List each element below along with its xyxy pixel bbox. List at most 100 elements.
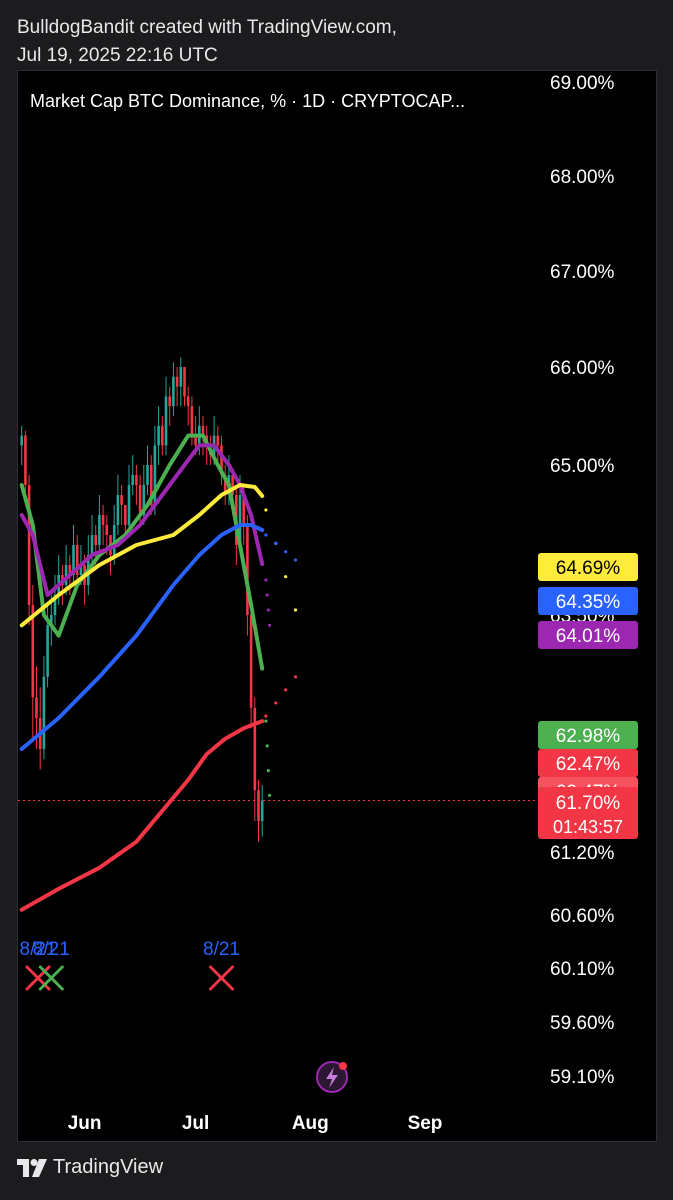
price-label-2: 64.01% bbox=[538, 621, 638, 649]
y-tick-label-4: 65.00% bbox=[550, 456, 615, 477]
price-label-text: 62.98% bbox=[556, 726, 621, 747]
projection-dot-4 bbox=[268, 793, 272, 797]
price-label-1: 64.35% bbox=[538, 587, 638, 615]
candles-group bbox=[20, 357, 264, 842]
candle-body bbox=[138, 485, 142, 515]
price-label-box bbox=[538, 553, 638, 581]
projection-dot-3 bbox=[284, 688, 288, 692]
price-label-text: 64.01% bbox=[556, 626, 621, 647]
candle-body bbox=[42, 676, 46, 749]
candle-body bbox=[175, 376, 179, 387]
candle-body bbox=[260, 800, 264, 822]
signal-label-1: 8/21 bbox=[33, 939, 70, 960]
x-tick-label-2: Aug bbox=[292, 1113, 329, 1134]
projection-dot-0 bbox=[284, 575, 288, 579]
y-tick-label-7: 60.60% bbox=[550, 906, 615, 927]
price-label-text: 62.47% bbox=[556, 754, 621, 775]
candle-body bbox=[146, 465, 149, 485]
y-tick-label-3: 66.00% bbox=[550, 358, 615, 379]
candle-body bbox=[168, 396, 171, 407]
candle-body bbox=[216, 435, 220, 446]
notification-dot bbox=[339, 1062, 347, 1070]
candle-body bbox=[20, 435, 23, 446]
y-tick-label-9: 59.60% bbox=[550, 1013, 615, 1034]
x-tick-label-3: Sep bbox=[408, 1113, 443, 1134]
candle-body bbox=[90, 535, 94, 555]
ma-line-1 bbox=[19, 443, 265, 597]
current-price-text: 61.70% bbox=[556, 793, 621, 814]
price-label-box bbox=[538, 587, 638, 615]
signal-label-0: 8/21 bbox=[20, 939, 57, 960]
candle-body bbox=[79, 565, 83, 575]
projection-dot-4 bbox=[266, 768, 270, 773]
candle-body bbox=[242, 495, 245, 525]
candle-body bbox=[164, 396, 168, 446]
ma-line-4 bbox=[19, 719, 265, 912]
candle-body bbox=[179, 367, 183, 387]
candle-body bbox=[153, 445, 157, 505]
candle-body bbox=[183, 367, 186, 397]
chart-frame[interactable]: 69.00% 68.00% 67.00% 66.00% 65.00% 63.50% 61.2… bbox=[17, 70, 657, 1142]
projection-dot-1 bbox=[274, 541, 278, 545]
signal-x-marker-1 bbox=[38, 965, 64, 991]
candle-body bbox=[149, 465, 153, 505]
signal-x-marker-2 bbox=[209, 965, 234, 991]
candle-body bbox=[116, 495, 120, 525]
price-label-0: 64.69% bbox=[538, 553, 638, 581]
projection-dot-2 bbox=[266, 608, 270, 612]
price-label-box bbox=[538, 721, 638, 749]
projection-dot-3 bbox=[264, 714, 268, 718]
tradingview-logo-icon bbox=[17, 1158, 47, 1177]
x-tick-label-0: Jun bbox=[68, 1113, 102, 1134]
candle-body bbox=[101, 515, 105, 525]
candle-body bbox=[172, 376, 175, 407]
candle-body bbox=[31, 605, 35, 698]
price-label-3: 62.98% bbox=[538, 721, 638, 749]
y-tick-label-10: 59.10% bbox=[550, 1067, 615, 1088]
candle-body bbox=[46, 625, 49, 677]
y-tick-label-6: 61.20% bbox=[550, 843, 615, 864]
signal-x-stroke bbox=[209, 965, 234, 991]
footer-brand: TradingView bbox=[53, 1156, 164, 1178]
signal-x-stroke bbox=[38, 965, 64, 991]
candle-body bbox=[53, 595, 57, 615]
candle-body bbox=[194, 435, 197, 446]
timestamp-line: Jul 19, 2025 22:16 UTC bbox=[17, 45, 218, 66]
candle-body bbox=[161, 425, 164, 446]
chart-canvas[interactable]: 69.00%68.00%67.00%66.00%65.00%63.50%61.2… bbox=[18, 71, 657, 1142]
ma-line-3 bbox=[19, 523, 265, 751]
price-label-4: 62.47% bbox=[538, 749, 638, 777]
lightning-icon bbox=[316, 1061, 348, 1093]
candle-body bbox=[249, 615, 253, 708]
projection-dot-3 bbox=[274, 701, 278, 705]
current-price-box bbox=[538, 787, 638, 839]
candle-body bbox=[157, 425, 160, 446]
y-tick-label-2: 67.00% bbox=[550, 262, 615, 283]
countdown-text: 01:43:57 bbox=[553, 817, 623, 837]
author-line: BulldogBandit created with TradingView.c… bbox=[17, 17, 397, 38]
projection-dot-4 bbox=[265, 744, 269, 748]
lightning-icon-bolt bbox=[326, 1067, 338, 1088]
projection-dot-0 bbox=[293, 608, 298, 612]
projection-dot-1 bbox=[264, 533, 268, 537]
y-tick-label-0: 69.00% bbox=[550, 73, 615, 94]
candle-body bbox=[112, 525, 116, 555]
price-label-box bbox=[538, 621, 638, 649]
candle-body bbox=[231, 475, 234, 495]
candle-body bbox=[68, 565, 72, 575]
candle-body bbox=[201, 425, 205, 436]
x-tick-label-1: Jul bbox=[182, 1113, 209, 1134]
y-tick-label-1: 68.00% bbox=[550, 167, 615, 188]
price-label-box bbox=[538, 749, 638, 777]
chart-header: BulldogBandit created with TradingView.c… bbox=[17, 14, 657, 70]
candle-body bbox=[124, 505, 127, 525]
projection-dot-2 bbox=[265, 593, 269, 597]
candle-body bbox=[24, 435, 27, 485]
candle-body bbox=[127, 485, 131, 525]
price-label-text: 64.69% bbox=[556, 558, 621, 579]
candle-body bbox=[72, 545, 75, 575]
projection-dot-4 bbox=[264, 719, 268, 723]
candle-body bbox=[50, 615, 53, 626]
ma-line-0 bbox=[19, 433, 265, 671]
current-price-label: 61.70% 01:43:57 bbox=[538, 787, 638, 839]
